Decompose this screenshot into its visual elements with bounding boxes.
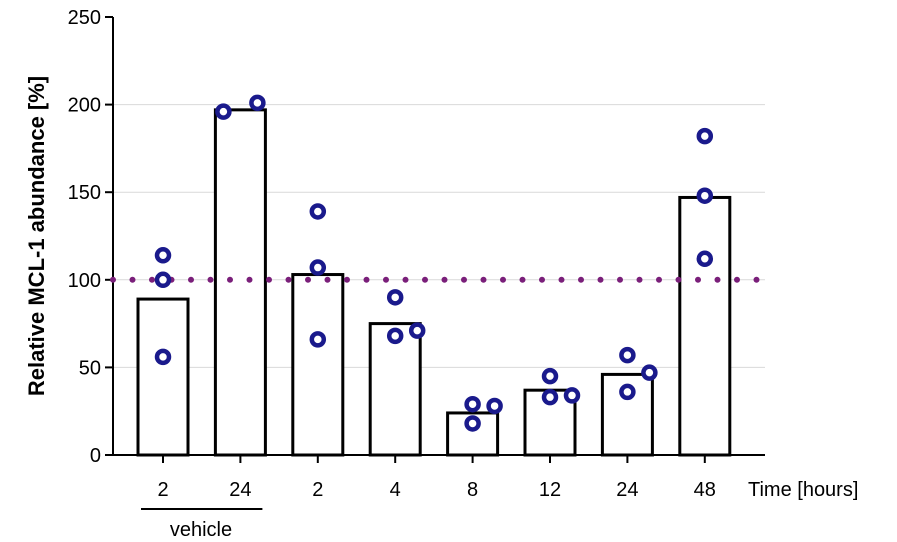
data-point-4-0 [464,395,481,413]
bar-0 [136,297,190,457]
x-tick-label-3: 4 [390,479,401,501]
data-point-5-0 [541,367,559,385]
data-point-1-1 [249,94,266,112]
group-label-vehicle: vehicle [170,519,232,541]
data-point-4-1 [464,415,481,432]
x-tick-label-5: 12 [539,479,561,501]
data-point-7-2 [696,250,714,268]
x-tick-label-4: 8 [467,479,478,501]
y-tick-label-50: 50 [79,357,101,379]
bars [136,108,732,457]
data-point-2-0 [309,203,327,220]
data-point-2-1 [309,259,327,276]
x-tick-label-1: 24 [229,479,251,501]
x-tick-label-0: 2 [157,479,168,501]
grid-lines [113,104,765,368]
bar-1 [213,108,267,457]
x-tick-label-7: 48 [694,479,716,501]
data-point-5-1 [541,388,559,406]
data-point-6-2 [619,383,636,401]
data-point-7-1 [696,187,714,204]
y-tick-label-150: 150 [68,182,101,204]
y-tick-label-100: 100 [68,270,101,292]
data-point-4-2 [486,397,503,415]
y-axis-title: Relative MCL-1 abundance [%] [24,76,49,396]
data-point-0-2 [154,348,172,366]
x-axis-title: Time [hours] [748,479,858,501]
data-point-6-1 [641,364,658,381]
data-point-3-2 [408,322,426,339]
data-point-0-1 [154,271,172,289]
x-tick-label-2: 2 [312,479,323,501]
bar-3 [368,322,422,457]
data-point-1-0 [215,103,232,120]
data-points [154,94,714,432]
data-point-0-0 [154,247,172,264]
data-point-5-2 [563,387,581,404]
labels: Relative MCL-1 abundance [%] Time [hours… [24,76,858,541]
y-tick-label-0: 0 [90,445,101,467]
bar-2 [291,273,345,457]
data-point-3-0 [386,289,404,306]
data-point-3-1 [386,327,404,345]
data-point-7-0 [696,127,714,145]
y-tick-label-250: 250 [68,7,101,29]
y-tick-label-200: 200 [68,95,101,117]
data-point-6-0 [619,346,636,364]
bar-7 [678,195,732,457]
data-point-2-2 [309,331,327,348]
x-tick-label-6: 24 [616,479,638,501]
